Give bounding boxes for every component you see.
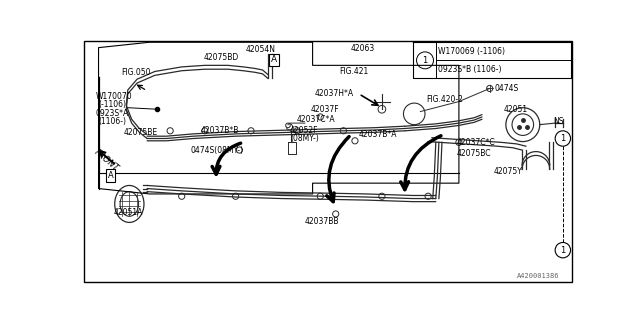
Text: 42051: 42051 [504, 105, 528, 114]
Text: A: A [271, 55, 277, 64]
Circle shape [512, 114, 534, 135]
Text: 0923S*A: 0923S*A [95, 108, 129, 117]
Circle shape [294, 128, 300, 134]
Text: 42051A: 42051A [114, 208, 143, 217]
Circle shape [456, 139, 462, 145]
Text: 42075BC: 42075BC [456, 149, 491, 158]
Text: 42037C*C: 42037C*C [456, 138, 495, 147]
Circle shape [285, 123, 291, 128]
Text: W170069 (-1106): W170069 (-1106) [438, 47, 505, 56]
Circle shape [167, 128, 173, 134]
Text: (08MY-): (08MY-) [291, 134, 319, 143]
Text: 42054N: 42054N [246, 45, 276, 54]
Text: 42037F: 42037F [311, 105, 340, 114]
Text: NS: NS [553, 117, 563, 126]
Circle shape [486, 85, 493, 92]
Circle shape [417, 52, 433, 69]
Ellipse shape [120, 192, 139, 216]
Text: 42063: 42063 [351, 44, 375, 53]
Circle shape [333, 211, 339, 217]
Text: (-1106): (-1106) [99, 100, 127, 109]
Text: 42037B*B: 42037B*B [201, 126, 239, 135]
Text: 42037H*A: 42037H*A [314, 89, 353, 98]
Circle shape [379, 193, 385, 199]
Text: FRONT: FRONT [92, 148, 120, 173]
Text: FIG.050: FIG.050 [122, 68, 151, 77]
Text: 42052F: 42052F [289, 126, 318, 135]
Text: FIG.420-2: FIG.420-2 [427, 95, 463, 105]
Text: 0474S: 0474S [494, 84, 518, 93]
Text: A420001386: A420001386 [516, 273, 559, 279]
Circle shape [340, 128, 346, 134]
Text: 42037BB: 42037BB [305, 217, 339, 226]
Text: A: A [108, 171, 114, 180]
Circle shape [248, 128, 254, 134]
Text: 42037C*A: 42037C*A [296, 115, 335, 124]
Text: W170070: W170070 [95, 92, 132, 101]
Circle shape [555, 131, 570, 146]
Text: 42075Y: 42075Y [493, 167, 522, 176]
Circle shape [506, 108, 540, 141]
Circle shape [179, 193, 185, 199]
Text: 1: 1 [560, 134, 566, 143]
Circle shape [378, 105, 386, 113]
Text: 1: 1 [560, 246, 566, 255]
Circle shape [317, 114, 323, 120]
Text: FIG.421: FIG.421 [340, 67, 369, 76]
Text: 0474S(08MY-): 0474S(08MY-) [191, 146, 244, 155]
Circle shape [425, 193, 431, 199]
Circle shape [317, 193, 323, 199]
Text: 42075BE: 42075BE [124, 128, 158, 137]
Circle shape [287, 124, 292, 130]
Circle shape [232, 193, 239, 199]
Circle shape [408, 108, 420, 120]
Text: (1106-): (1106-) [99, 117, 127, 126]
Text: 42075BD: 42075BD [204, 53, 239, 62]
Ellipse shape [115, 186, 144, 222]
Circle shape [555, 243, 570, 258]
Circle shape [202, 128, 208, 134]
Circle shape [236, 147, 243, 153]
Text: 1: 1 [422, 56, 428, 65]
Text: 0923S*B (1106-): 0923S*B (1106-) [438, 65, 502, 74]
Text: 42037B*A: 42037B*A [359, 130, 397, 139]
Circle shape [403, 103, 425, 124]
Circle shape [352, 138, 358, 144]
